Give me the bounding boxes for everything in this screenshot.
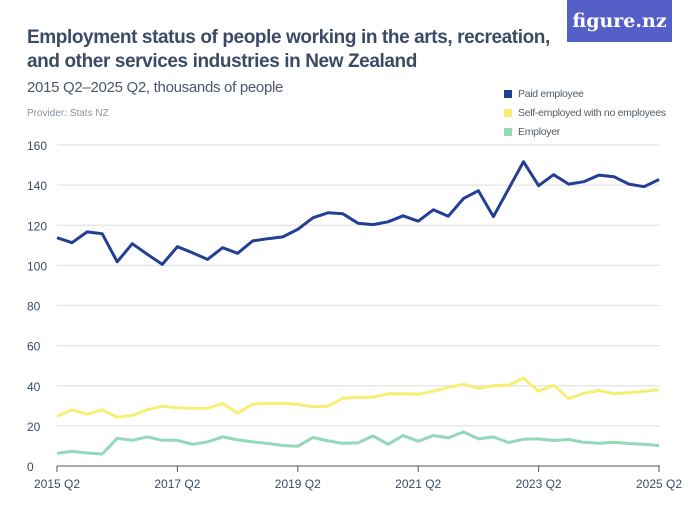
y-tick-label: 0 — [27, 460, 34, 474]
provider-label: Provider: Stats NZ — [27, 108, 109, 119]
series-line-employer — [56, 430, 660, 456]
legend-item: Employer — [504, 122, 666, 141]
y-tick-label: 140 — [27, 179, 47, 193]
legend-label: Self-employed with no employees — [518, 106, 666, 119]
legend-label: Paid employee — [518, 87, 584, 100]
x-tick-label: 2015 Q2 — [34, 477, 80, 491]
y-tick-label: 80 — [27, 300, 41, 314]
x-tick-label: 2017 Q2 — [154, 477, 200, 491]
chart-subtitle: 2015 Q2–2025 Q2, thousands of people — [27, 79, 284, 96]
y-tick-label: 100 — [27, 259, 47, 273]
x-tick-label: 2025 Q2 — [636, 477, 682, 491]
figure-nz-logo[interactable]: figure.nz — [567, 0, 672, 42]
legend: Paid employee Self-employed with no empl… — [504, 84, 666, 141]
x-tick-label: 2021 Q2 — [395, 477, 441, 491]
legend-item: Self-employed with no employees — [504, 103, 666, 122]
x-tick-label: 2019 Q2 — [275, 477, 321, 491]
legend-swatch — [504, 89, 512, 98]
legend-label: Employer — [518, 125, 560, 138]
y-tick-label: 60 — [27, 340, 41, 354]
legend-item: Paid employee — [504, 84, 666, 103]
y-tick-label: 40 — [27, 380, 41, 394]
legend-swatch — [504, 108, 512, 117]
series-line-paid-employee — [56, 160, 660, 266]
series-line-self-employed-with-no-employees — [56, 376, 660, 419]
y-tick-label: 120 — [27, 219, 47, 233]
y-tick-label: 160 — [27, 139, 47, 153]
chart-title: Employment status of people working in t… — [27, 27, 550, 72]
y-tick-label: 20 — [27, 420, 41, 434]
legend-swatch — [504, 127, 512, 136]
x-tick-label: 2023 Q2 — [516, 477, 562, 491]
